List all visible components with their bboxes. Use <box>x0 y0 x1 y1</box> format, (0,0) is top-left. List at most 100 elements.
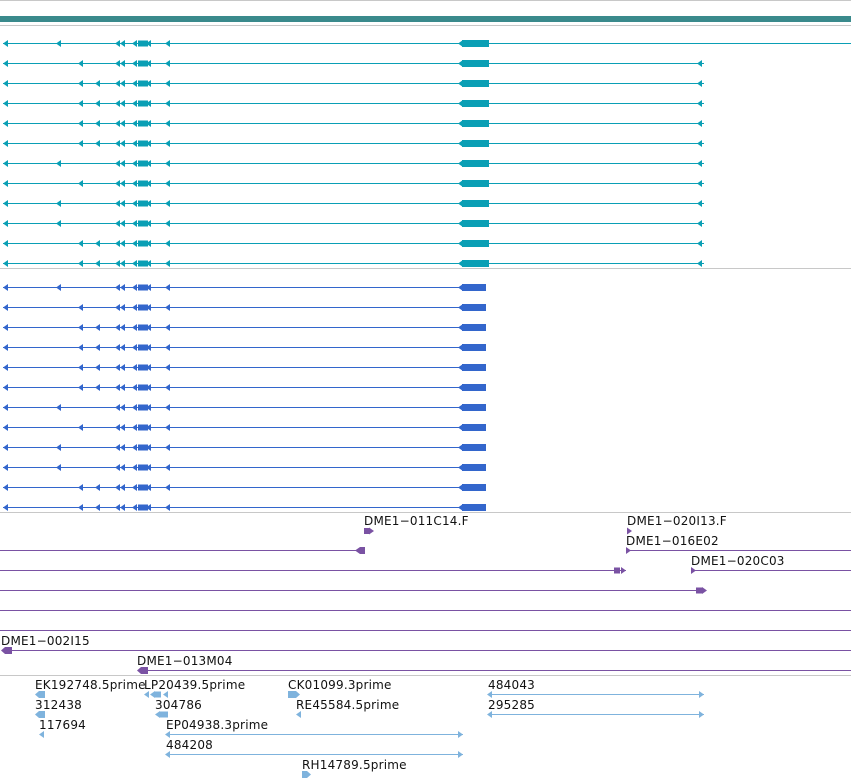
est-marker <box>487 711 492 718</box>
exon-arrow <box>78 424 83 431</box>
exon-arrow <box>458 220 463 227</box>
exon-arrow <box>115 284 120 291</box>
feature-label[interactable]: 312438 <box>35 698 83 712</box>
exon-arrow <box>3 324 8 331</box>
exon-arrow <box>78 384 83 391</box>
exon-arrow <box>56 444 61 451</box>
exon-arrow <box>458 200 463 207</box>
exon-arrow <box>120 344 125 351</box>
feature-label[interactable]: CK01099.3prime <box>288 678 392 692</box>
exon-arrow <box>115 384 120 391</box>
exon-arrow <box>697 160 702 167</box>
track-divider <box>0 25 851 26</box>
feature-label[interactable]: LP20439.5prime <box>144 678 246 692</box>
exon-arrow <box>115 404 120 411</box>
feature-label[interactable]: 117694 <box>39 718 87 732</box>
est-marker <box>35 691 45 698</box>
feature-label[interactable]: DME1−002I15 <box>1 634 90 648</box>
exon-arrow <box>3 140 8 147</box>
track-divider <box>0 512 851 513</box>
exon-arrow <box>95 504 100 511</box>
exon-arrow <box>458 284 463 291</box>
exon-arrow <box>95 80 100 87</box>
exon-arrow <box>120 304 125 311</box>
feature-label[interactable]: 484208 <box>166 738 214 752</box>
exon-arrow <box>115 424 120 431</box>
exon-arrow <box>120 364 125 371</box>
exon-box <box>462 220 489 227</box>
exon-arrow <box>146 444 151 451</box>
est-marker <box>288 691 300 698</box>
exon-arrow <box>697 180 702 187</box>
exon-arrow <box>115 484 120 491</box>
feature-label[interactable]: EP04938.3prime <box>166 718 269 732</box>
exon-arrow <box>132 444 137 451</box>
feature-label[interactable]: 304786 <box>155 698 203 712</box>
feature-label[interactable]: DME1−020C03 <box>691 554 785 568</box>
exon-arrow <box>132 324 137 331</box>
exon-arrow <box>115 40 120 47</box>
exon-arrow <box>78 240 83 247</box>
feature-label[interactable]: 484043 <box>488 678 536 692</box>
exon-arrow <box>56 220 61 227</box>
exon-box <box>462 484 486 491</box>
track-divider <box>0 675 851 676</box>
clone-marker <box>364 528 370 534</box>
exon-box <box>462 444 486 451</box>
feature-label[interactable]: DME1−013M04 <box>137 654 233 668</box>
exon-arrow <box>132 140 137 147</box>
est-marker <box>39 731 44 738</box>
est-marker <box>165 731 170 738</box>
exon-arrow <box>458 324 463 331</box>
exon-arrow <box>165 424 170 431</box>
feature-label[interactable]: EK192748.5prime <box>35 678 146 692</box>
exon-arrow <box>458 304 463 311</box>
exon-box <box>138 200 148 207</box>
est-marker <box>155 691 161 698</box>
exon-arrow <box>3 260 8 267</box>
feature-label[interactable]: 295285 <box>488 698 536 712</box>
exon-arrow <box>132 260 137 267</box>
exon-box <box>138 260 148 267</box>
exon-box <box>138 304 148 311</box>
clone-marker <box>691 567 696 574</box>
exon-arrow <box>146 80 151 87</box>
exon-arrow <box>132 200 137 207</box>
exon-arrow <box>132 484 137 491</box>
feature-label[interactable]: RH14789.5prime <box>302 758 407 772</box>
exon-arrow <box>165 100 170 107</box>
exon-box <box>138 160 148 167</box>
exon-arrow <box>132 120 137 127</box>
exon-arrow <box>115 160 120 167</box>
exon-arrow <box>120 140 125 147</box>
clone-marker <box>369 527 374 535</box>
exon-arrow <box>120 324 125 331</box>
exon-arrow <box>115 324 120 331</box>
exon-arrow <box>165 404 170 411</box>
exon-arrow <box>115 464 120 471</box>
exon-arrow <box>95 120 100 127</box>
exon-arrow <box>3 304 8 311</box>
exon-arrow <box>697 80 702 87</box>
exon-arrow <box>3 284 8 291</box>
exon-arrow <box>78 60 83 67</box>
feature-label[interactable]: DME1−016E02 <box>626 534 719 548</box>
exon-arrow <box>95 140 100 147</box>
exon-arrow <box>115 180 120 187</box>
exon-box <box>138 324 148 331</box>
exon-arrow <box>78 140 83 147</box>
exon-arrow <box>120 444 125 451</box>
feature-label[interactable]: DME1−011C14.F <box>364 514 469 528</box>
feature-label[interactable]: DME1−020I13.F <box>627 514 727 528</box>
exon-box <box>462 40 489 47</box>
clone-marker <box>614 567 620 574</box>
exon-arrow <box>3 444 8 451</box>
feature-label[interactable]: RE45584.5prime <box>296 698 400 712</box>
est-marker <box>487 691 492 698</box>
exon-arrow <box>120 504 125 511</box>
exon-arrow <box>3 40 8 47</box>
exon-arrow <box>165 160 170 167</box>
exon-box <box>462 504 486 511</box>
exon-arrow <box>115 100 120 107</box>
